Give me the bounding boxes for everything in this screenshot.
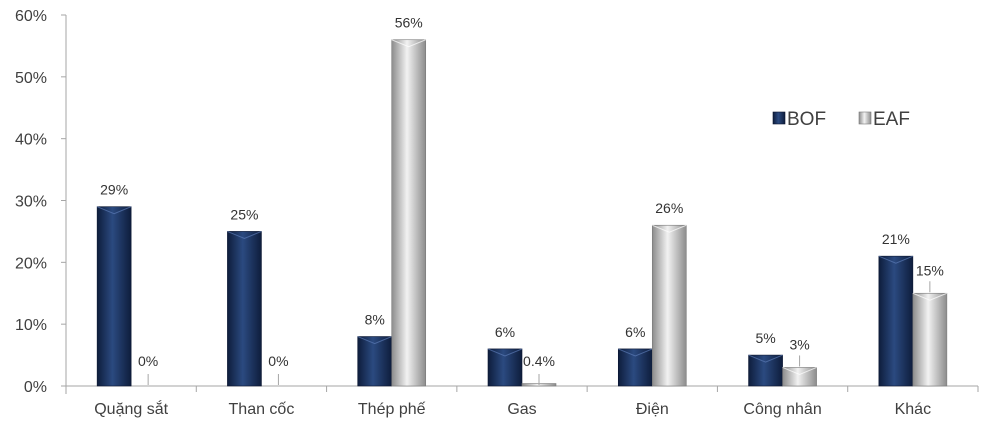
bar-bevel — [357, 336, 392, 345]
y-tick-label: 30% — [15, 194, 47, 211]
bar-bevel — [227, 230, 262, 239]
data-label-eaf: 0% — [268, 353, 288, 369]
bar-eaf — [391, 39, 427, 387]
data-label-eaf: 15% — [916, 262, 944, 278]
bar-bevel — [391, 39, 426, 48]
data-label-eaf: 0% — [138, 353, 158, 369]
legend: BOF EAF — [772, 109, 910, 130]
y-tick-label: 40% — [15, 132, 47, 149]
data-label-bof: 25% — [230, 206, 258, 222]
bar-bof — [878, 255, 914, 387]
y-tick-label: 10% — [15, 317, 47, 334]
bar-bevel — [782, 366, 817, 375]
legend-label-bof: BOF — [787, 109, 826, 130]
x-category-label: Thép phế — [358, 401, 426, 418]
bars — [96, 39, 948, 387]
bar-bevel — [96, 206, 132, 215]
axes: 0% 10% 20% 30% 40% 50% 60% Quặng sắt Than cốc Thé… — [15, 8, 979, 418]
bar-eaf — [651, 224, 687, 387]
data-label-eaf: 56% — [395, 15, 423, 31]
bar-bof — [96, 206, 132, 387]
bar-bevel — [912, 292, 948, 301]
data-label-eaf: 26% — [655, 200, 683, 216]
bar-bevel — [618, 348, 653, 357]
data-label-bof: 8% — [365, 312, 385, 328]
data-label-bof: 5% — [755, 330, 775, 346]
bar-bevel — [748, 354, 783, 363]
bar-bevel — [487, 348, 523, 357]
x-category-label: Khác — [895, 401, 931, 418]
data-label-bof: 6% — [625, 324, 645, 340]
x-category-label: Than cốc — [229, 401, 295, 418]
bar-bof — [748, 354, 783, 387]
data-label-eaf: 0.4% — [523, 353, 555, 369]
bar-eaf — [782, 367, 817, 387]
bar-bof — [227, 231, 262, 387]
x-category-label: Điện — [636, 401, 669, 418]
data-label-bof: 29% — [100, 182, 128, 198]
x-category-label: Quặng sắt — [94, 399, 168, 418]
legend-swatch-eaf — [858, 111, 872, 125]
bar-bevel — [652, 224, 687, 233]
x-category-label: Gas — [507, 401, 536, 418]
bar-eaf — [912, 292, 948, 387]
bar-bof — [617, 348, 653, 387]
legend-label-eaf: EAF — [873, 109, 910, 130]
x-category-label: Công nhân — [743, 401, 821, 418]
y-tick-label: 0% — [24, 379, 47, 396]
legend-swatch-bof — [772, 111, 786, 125]
y-tick-label: 20% — [15, 255, 47, 272]
bar-bof — [487, 348, 523, 387]
data-label-bof: 21% — [882, 231, 910, 247]
y-tick-label: 50% — [15, 70, 47, 87]
data-label-bof: 6% — [495, 324, 515, 340]
data-label-eaf: 3% — [789, 336, 809, 352]
bar-bevel — [878, 255, 914, 264]
y-tick-label: 60% — [15, 8, 47, 25]
data-labels: 29% 25% 8% 6% 6% 5% 21% 0% 0% 56% 0.4% 26% 3% 15% — [100, 15, 944, 385]
